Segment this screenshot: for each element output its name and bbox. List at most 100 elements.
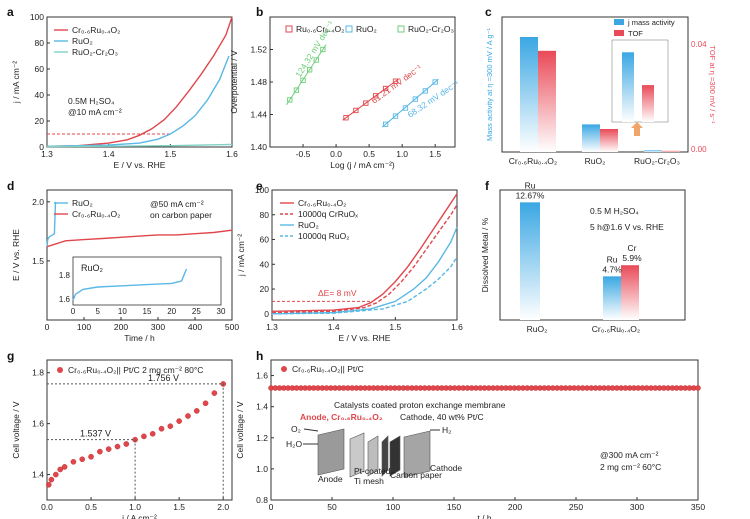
- series-line-1: [46, 55, 230, 147]
- x-tick-label: 200: [508, 502, 522, 512]
- legend-marker: [57, 367, 63, 373]
- x-axis-label: Time / h: [124, 333, 155, 343]
- cell-layer: [403, 430, 431, 478]
- legend-label: 10000q CrRuOₓ: [298, 209, 358, 219]
- x-tick-label: 1.3: [266, 322, 278, 332]
- data-point: [167, 423, 174, 429]
- y-tick-label: 0.8: [256, 495, 268, 505]
- panel-letter-c: c: [485, 5, 492, 19]
- diagram-o2-label: O₂: [291, 424, 301, 434]
- data-point: [105, 446, 112, 452]
- cell-layer: [389, 435, 401, 477]
- bar-element-label: Ru: [607, 254, 618, 264]
- legend-label: 10000q RuO₂: [298, 231, 350, 241]
- panel-letter-h: h: [256, 349, 263, 363]
- x-tick-label: 1.5: [173, 502, 185, 512]
- cell-layer: [367, 435, 379, 477]
- diagram-cathode-label: Cathode, 40 wt% Pt/C: [400, 412, 484, 422]
- data-point: [70, 459, 77, 465]
- data-point: [149, 431, 156, 437]
- inset-x-tick: 10: [118, 307, 127, 316]
- x-tick-label: 250: [569, 502, 583, 512]
- y-tick-label: 0: [264, 309, 269, 319]
- bar-cr: [621, 265, 639, 320]
- data-point: [382, 121, 389, 127]
- y-tick-label: 1.2: [256, 433, 268, 443]
- y-axis-label-right: TOF at η =300 mV / s⁻¹: [708, 45, 717, 124]
- y-tick-label: 1.4: [256, 402, 268, 412]
- inset-label: RuO₂: [81, 263, 104, 273]
- guide-line-1537: [47, 439, 136, 500]
- bar-tof: [600, 129, 618, 152]
- series-line-2: [46, 143, 233, 148]
- annotation-current: @10 mA cm⁻²: [68, 107, 122, 117]
- legend-label: Cr₀.₆Ru₀.₄O₂: [72, 25, 120, 35]
- x-tick-label: 100: [386, 502, 400, 512]
- inset-bar-mass-activity: [622, 52, 634, 122]
- y-tick-label: 1.4: [32, 470, 44, 480]
- category-label: RuO₂-Cr₂O₃: [634, 156, 680, 166]
- inset-y-tick: 1.8: [59, 271, 71, 280]
- data-point: [88, 453, 94, 460]
- data-point: [79, 456, 86, 463]
- legend-label: RuO₂: [356, 24, 377, 34]
- bar-mass-activity: [582, 124, 600, 152]
- y-tick-label: 80: [35, 38, 45, 48]
- data-point: [114, 443, 121, 450]
- legend-label: RuO₂: [298, 220, 319, 230]
- data-point: [202, 400, 209, 407]
- y-tick-label: 1.6: [32, 419, 44, 429]
- series-line-1: [271, 204, 458, 314]
- legend-label: RuO₂: [72, 198, 93, 208]
- x-axis-label: E / V vs. RHE: [114, 160, 166, 170]
- inset-x-tick: 30: [217, 307, 226, 316]
- legend-label: Ru₀.₆Cr₀.₄O₂: [296, 24, 344, 34]
- legend-swatch: [345, 25, 353, 33]
- x-tick-label: 0.5: [85, 502, 97, 512]
- panel-letter-b: b: [256, 5, 263, 19]
- category-label: Cr₀.₆Ru₀.₄O₂: [592, 324, 640, 334]
- x-tick-label: 350: [691, 502, 705, 512]
- data-point: [300, 77, 306, 84]
- y-tick-label: 0: [39, 142, 44, 152]
- bar-value-label: 4.7%: [602, 264, 622, 274]
- inset-frame: [611, 39, 669, 123]
- right-tick-label: 0.00: [691, 145, 707, 154]
- data-point: [422, 88, 428, 94]
- legend-label: Cr₀.₆Ru₀.₄O₂: [72, 209, 120, 219]
- category-label: RuO₂: [527, 324, 548, 334]
- bar-element-label: Ru: [525, 180, 536, 190]
- y-tick-label: 2.0: [32, 197, 44, 207]
- panel-letter-e: e: [256, 179, 263, 193]
- series-line-0: [271, 193, 458, 312]
- panel-letter-a: a: [7, 5, 14, 19]
- inset-x-tick: 5: [95, 307, 100, 316]
- x-axis-label: Log (j / mA cm⁻²): [330, 160, 395, 170]
- x-tick-label: 1.0: [396, 149, 408, 159]
- bar-mass-activity: [520, 37, 538, 152]
- x-tick-label: 0: [45, 322, 50, 332]
- bar-mass-activity: [644, 150, 662, 152]
- bar-tof: [538, 50, 556, 152]
- y-tick-label: 80: [260, 210, 270, 220]
- guide-line-1756: [47, 383, 224, 500]
- right-tick-label: 0.04: [691, 40, 707, 49]
- y-axis-label: Mass activity at η =300 mV / A g⁻¹: [485, 28, 494, 141]
- legend-swatch: [285, 25, 293, 33]
- fit-line: [381, 78, 439, 128]
- legend-label: RuO₂-Cr₂O₃: [408, 24, 454, 34]
- bar-value-label: 5.9%: [622, 253, 642, 263]
- data-point: [392, 113, 399, 119]
- y-tick-label: 20: [35, 116, 45, 126]
- inset-frame: [72, 256, 222, 306]
- panel-a-frame: [46, 16, 233, 148]
- annotation-1537: 1.537 V: [80, 429, 111, 439]
- x-axis-label: t / h: [477, 513, 491, 519]
- x-tick-label: 150: [447, 502, 461, 512]
- category-label: RuO₂: [585, 156, 606, 166]
- legend-label: RuO₂: [72, 36, 93, 46]
- y-axis-label: j / mA cm⁻²: [236, 234, 246, 277]
- x-tick-label: 1.4: [103, 149, 115, 159]
- data-point: [343, 115, 349, 121]
- y-tick-label: 1.0: [256, 464, 268, 474]
